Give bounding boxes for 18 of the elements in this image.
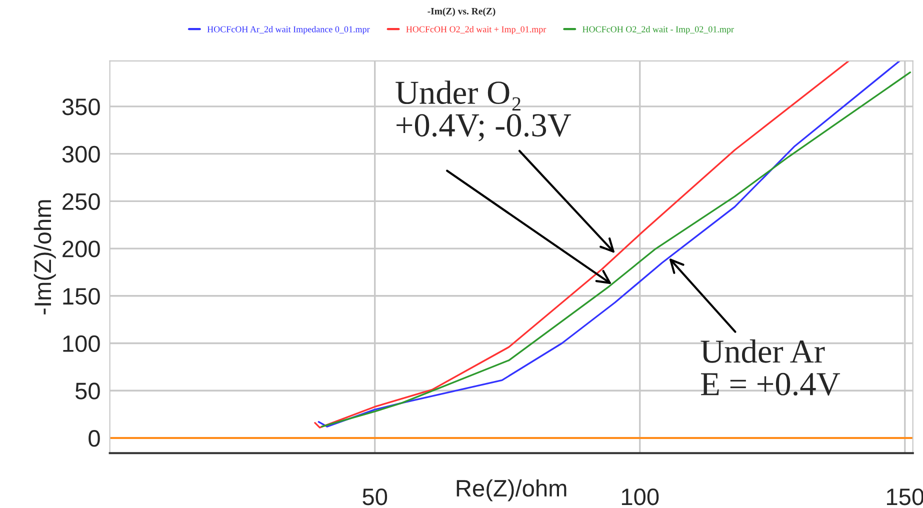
y-tick-label: 50: [75, 382, 100, 400]
y-tick-label: 350: [62, 98, 100, 116]
x-axis-title: Re(Z)/ohm: [456, 479, 566, 502]
x-tick-label: 100: [622, 488, 659, 506]
y-axis-title: -Im(Z)/ohm: [34, 200, 56, 314]
legend-label: HOCFcOH O2_2d wait - Imp_02_01.mpr: [582, 26, 734, 34]
y-tick-label: 200: [62, 240, 100, 258]
x-tick-label: 50: [362, 488, 388, 506]
legend-label: HOCFcOH O2_2d wait + Imp_01.mpr: [406, 26, 546, 34]
y-tick-label: 300: [62, 146, 100, 163]
y-tick-label: 250: [62, 193, 100, 210]
y-tick-label: 0: [88, 430, 100, 447]
annotation: Under O₂ +0.4V; -0.3V: [396, 80, 572, 142]
y-tick-label: 100: [63, 335, 100, 352]
annotation: Under Ar E = +0.4V: [700, 339, 840, 396]
y-tick-label: 150: [63, 288, 100, 305]
legend-label: HOCFcOH Ar_2d wait Impedance 0_01.mpr: [207, 26, 370, 34]
chart-title: -Im(Z) vs. Re(Z): [428, 8, 496, 16]
